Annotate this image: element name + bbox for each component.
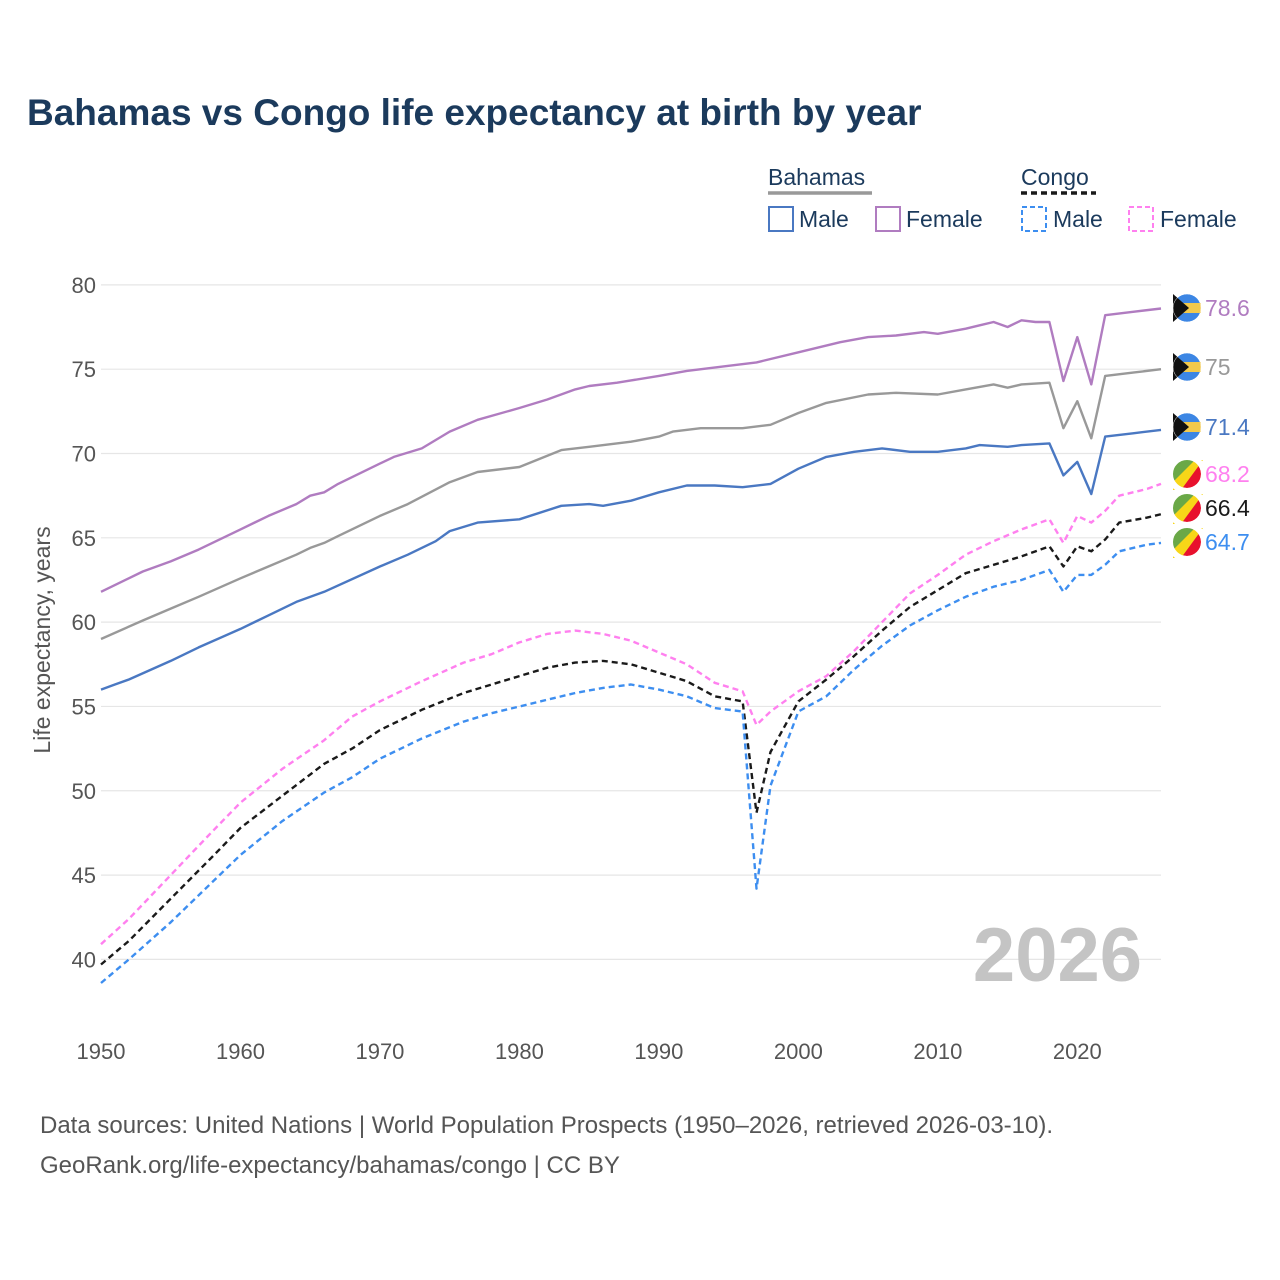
y-tick-label: 50 [72, 779, 96, 804]
end-label-value: 75 [1205, 354, 1231, 380]
series-line-congo-male [100, 541, 1162, 984]
legend-bahamas-male-swatch [768, 206, 794, 232]
legend-bahamas-female-swatch [875, 206, 901, 232]
y-tick-label: 80 [72, 273, 96, 298]
y-tick-label: 75 [72, 357, 96, 382]
y-tick-label: 60 [72, 610, 96, 635]
series-line-congo-female [100, 482, 1162, 946]
series-lines [100, 307, 1162, 984]
x-tick-label: 2010 [913, 1039, 962, 1064]
legend-group-title: Congo [1021, 164, 1089, 190]
footer-link: GeoRank.org/life-expectancy/bahamas/cong… [40, 1152, 620, 1179]
series-line-bahamas-male [100, 428, 1162, 691]
bahamas-flag-icon [1172, 352, 1202, 382]
end-label-value: 68.2 [1205, 461, 1250, 487]
legend-group-title: Bahamas [768, 164, 865, 190]
x-tick-label: 1990 [634, 1039, 683, 1064]
x-tick-label: 1980 [495, 1039, 544, 1064]
y-tick-label: 40 [72, 947, 96, 972]
x-tick-label: 2000 [774, 1039, 823, 1064]
year-watermark: 2026 [972, 913, 1142, 998]
chart-title: Bahamas vs Congo life expectancy at birt… [27, 92, 922, 133]
y-tick-label: 45 [72, 863, 96, 888]
x-tick-label: 1960 [216, 1039, 265, 1064]
x-axis-ticks: 1950 1960 1970 1980 1990 2000 2010 2020 [77, 1039, 1102, 1064]
congo-flag-icon [1167, 488, 1207, 528]
legend-bahamas-female-label: Female [906, 206, 983, 232]
end-label-value: 64.7 [1205, 529, 1250, 555]
y-axis-label: Life expectancy, years [29, 526, 55, 753]
y-tick-label: 65 [72, 526, 96, 551]
gridlines [101, 284, 1161, 961]
end-label-value: 71.4 [1205, 414, 1250, 440]
legend-group-congo: Congo Male Female [1021, 164, 1237, 232]
legend: Bahamas Male Female Congo Male Female [768, 164, 1237, 232]
x-tick-label: 1950 [77, 1039, 126, 1064]
x-tick-label: 1970 [355, 1039, 404, 1064]
legend-congo-female-swatch [1128, 206, 1154, 232]
legend-group-bahamas: Bahamas Male Female [768, 164, 983, 232]
legend-congo-male-swatch [1021, 206, 1047, 232]
legend-congo-female-label: Female [1160, 206, 1237, 232]
end-label-value: 78.6 [1205, 295, 1250, 321]
x-tick-label: 2020 [1053, 1039, 1102, 1064]
bahamas-flag-icon [1172, 293, 1202, 323]
series-line-bahamas [100, 368, 1162, 641]
series-line-bahamas-female [100, 307, 1162, 593]
end-label-value: 66.4 [1205, 495, 1250, 521]
congo-flag-icon [1167, 454, 1207, 494]
y-tick-label: 70 [72, 442, 96, 467]
y-axis-ticks: 40 45 50 55 60 65 70 75 80 [72, 273, 96, 973]
footer-source: Data sources: United Nations | World Pop… [40, 1112, 1054, 1139]
legend-congo-male-label: Male [1053, 206, 1103, 232]
series-line-congo [100, 513, 1162, 966]
bahamas-flag-icon [1172, 412, 1202, 442]
congo-flag-icon [1167, 522, 1207, 562]
legend-bahamas-male-label: Male [799, 206, 849, 232]
footer: Data sources: United Nations | World Pop… [40, 1106, 1053, 1186]
end-labels: 78.6 75 71.4 68.2 66.4 64.7 [1167, 293, 1250, 562]
y-tick-label: 55 [72, 694, 96, 719]
